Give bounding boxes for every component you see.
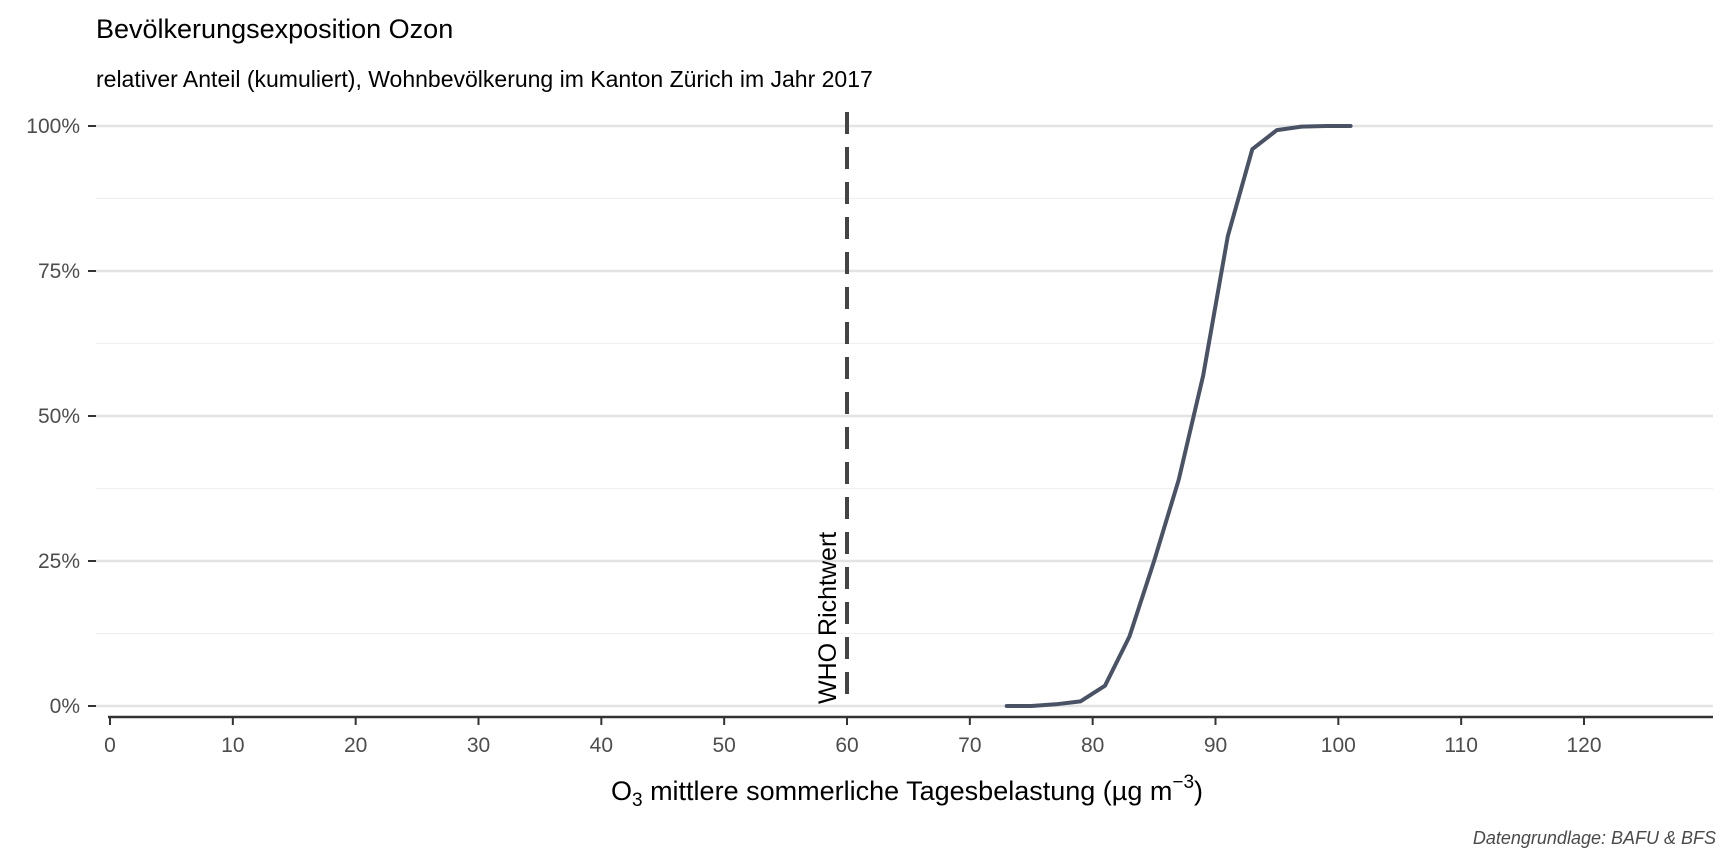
y-tick-label: 0% [50,695,80,718]
x-tick-label: 30 [467,734,490,757]
grid-lines [96,124,1713,708]
x-tick-label: 80 [1081,734,1104,757]
chart-subtitle: relativer Anteil (kumuliert), Wohnbevölk… [96,66,873,92]
chart-title: Bevölkerungsexposition Ozon [96,14,454,44]
y-axis-ticks: 0% 25% 50% 75% 100% [26,115,96,718]
x-tick-label: 70 [958,734,981,757]
x-axis-title-end: ) [1194,776,1203,806]
who-reference-line: WHO Richtwert [814,112,849,706]
x-tick-label: 100 [1321,734,1356,757]
x-tick-label: 60 [835,734,858,757]
x-tick-label: 50 [712,734,735,757]
x-tick-label: 10 [221,734,244,757]
cumulative-share-line [1004,124,1353,708]
series-lines [1004,124,1353,708]
x-tick-label: 120 [1566,734,1601,757]
x-axis-title-rest: mittlere sommerliche Tagesbelastung (µg … [643,776,1173,806]
x-tick-label: 40 [590,734,613,757]
who-reference-label: WHO Richtwert [814,532,842,704]
x-axis-ticks: 0 10 20 30 40 50 60 70 80 90 100 110 120 [104,717,1602,757]
y-tick-label: 25% [38,550,80,573]
x-axis-title-sup: −3 [1172,772,1194,793]
x-axis-title-main: O [611,776,632,806]
x-tick-label: 20 [344,734,367,757]
y-tick-label: 50% [38,405,80,428]
x-tick-label: 110 [1444,734,1477,757]
y-tick-label: 75% [38,260,80,283]
y-tick-label: 100% [26,115,80,138]
x-tick-label: 90 [1204,734,1227,757]
x-axis-title: O3 mittlere sommerliche Tagesbelastung (… [611,772,1203,811]
data-source-caption: Datengrundlage: BAFU & BFS [1472,828,1716,848]
x-tick-label: 0 [104,734,116,757]
x-axis-title-sub: 3 [632,790,643,811]
